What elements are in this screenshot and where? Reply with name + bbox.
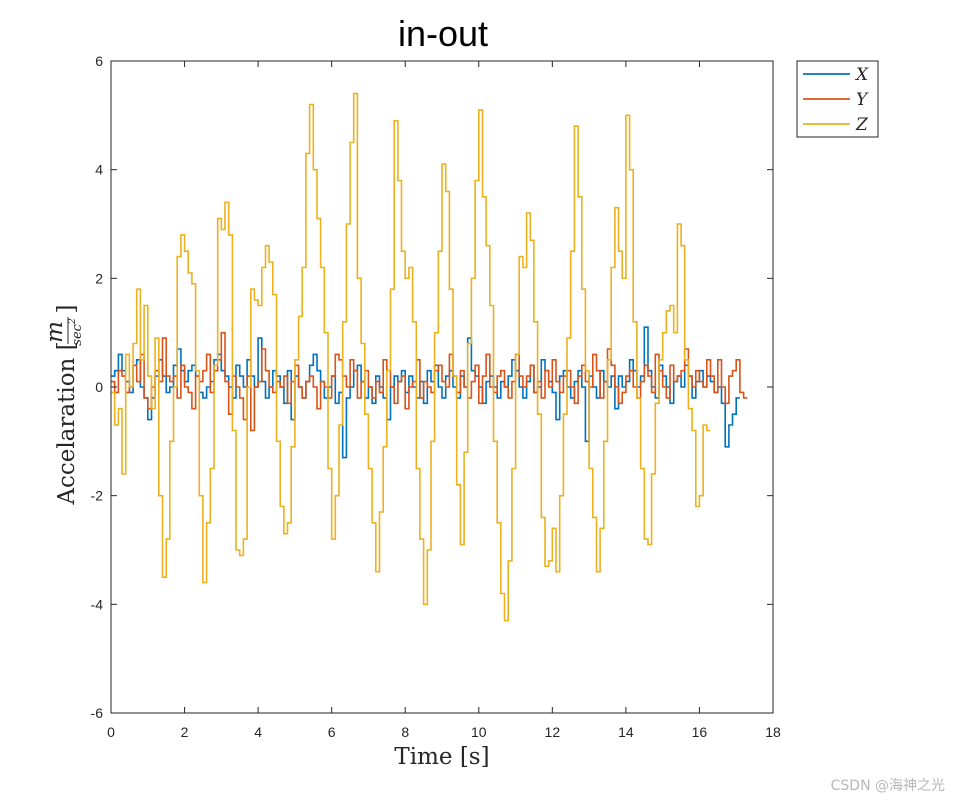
y-axis-label: Accelaration [ m sec2 ]: [42, 305, 85, 506]
x-tick-label: 8: [401, 724, 409, 740]
series-lines: [111, 92, 748, 622]
y-axis-label-text: Accelaration [: [54, 341, 80, 505]
y-axis-label-denominator: sec2: [68, 318, 85, 346]
y-axis-label-exponent: 2: [68, 318, 78, 325]
x-tick-label: 12: [545, 724, 561, 740]
x-tick-label: 10: [471, 724, 487, 740]
x-axis-label: Time [s]: [394, 744, 489, 770]
y-axis-ticks: -6 -4 -2 0 2 4 6: [91, 53, 773, 721]
legend-label-x: X: [854, 65, 869, 85]
watermark: CSDN @海神之光: [831, 778, 945, 794]
y-axis-label-denominator-base: sec: [70, 323, 85, 345]
y-tick-label: -4: [91, 596, 104, 612]
y-axis-label-close: ]: [54, 305, 80, 314]
x-tick-label: 14: [618, 724, 634, 740]
x-tick-label: 6: [328, 724, 336, 740]
x-tick-label: 0: [107, 724, 115, 740]
legend-label-z: Z: [855, 115, 869, 135]
legend-label-y: Y: [856, 90, 869, 110]
chart-title: in-out: [398, 13, 488, 54]
x-tick-label: 16: [692, 724, 708, 740]
y-tick-label: 0: [95, 379, 103, 395]
series-line-z: [111, 92, 711, 622]
y-tick-label: 4: [95, 162, 103, 178]
x-tick-label: 18: [765, 724, 781, 740]
y-tick-label: 6: [95, 53, 103, 69]
y-tick-label: -2: [91, 488, 104, 504]
x-tick-label: 4: [254, 724, 262, 740]
y-tick-label: 2: [95, 270, 103, 286]
y-axis-label-numerator: m: [42, 321, 68, 343]
x-tick-label: 2: [181, 724, 189, 740]
legend: XYZ: [796, 60, 879, 138]
x-axis-ticks: 0 2 4 6 8 10 12 14 16 18: [107, 61, 781, 740]
y-tick-label: -6: [91, 705, 104, 721]
